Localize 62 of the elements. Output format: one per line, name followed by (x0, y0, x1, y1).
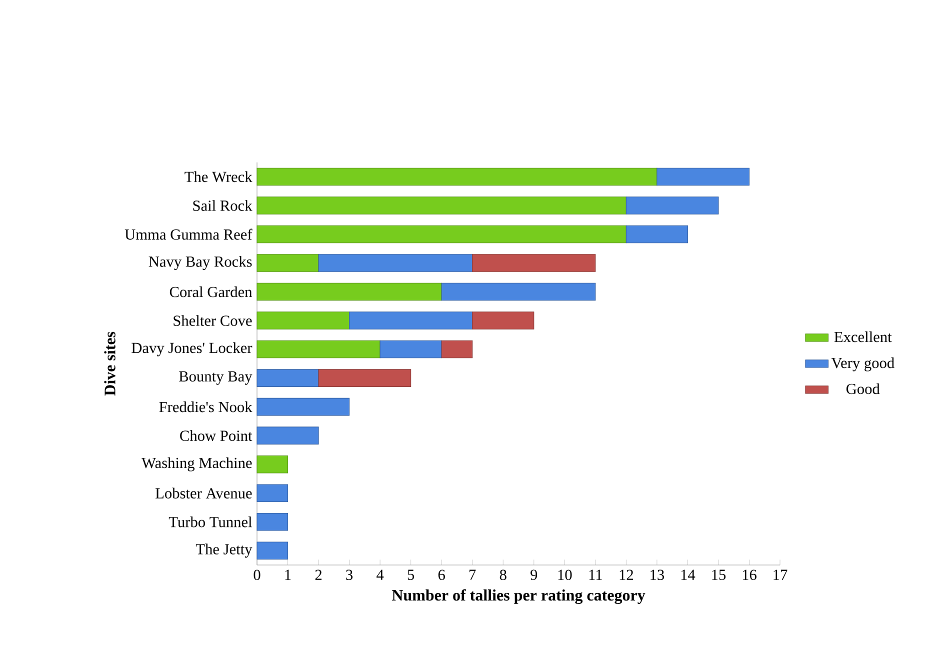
x-tick-label: 3 (346, 570, 353, 580)
legend-label: Very good (831, 357, 894, 372)
bar (626, 196, 719, 214)
bar (256, 168, 658, 186)
bar (256, 254, 319, 272)
y-tick-label: Coral Garden (170, 286, 252, 298)
y-axis-title: Dive sites (104, 332, 116, 396)
bar (256, 398, 350, 416)
y-tick-label: Washing Machine (142, 457, 252, 472)
y-tick-label: Navy Bay Rocks (148, 256, 252, 270)
legend-label: Good (846, 383, 880, 394)
y-tick-label: Bounty Bay (179, 371, 252, 385)
bar (256, 455, 288, 474)
x-tick-label: 14 (681, 570, 696, 580)
bar (441, 340, 473, 358)
x-tick-label: 5 (408, 570, 414, 580)
bar (256, 225, 626, 244)
y-tick-label: Shelter Cove (174, 315, 252, 326)
bar (256, 196, 626, 214)
y-tick-label: Umma Gumma Reef (124, 228, 252, 240)
y-tick-label: Turbo Tunnel (168, 516, 252, 528)
y-tick-label: The Jetty (196, 544, 252, 558)
bar (256, 512, 288, 531)
bar (256, 426, 319, 444)
x-tick-label: 16 (742, 570, 756, 580)
bar (256, 542, 288, 560)
x-tick-label: 13 (650, 570, 664, 580)
bar (318, 254, 473, 272)
x-tick-label: 11 (589, 570, 602, 580)
y-tick-label: Freddie's Nook (159, 401, 252, 412)
bar (256, 312, 350, 330)
x-tick-label: 8 (500, 570, 506, 580)
x-tick-label: 9 (530, 570, 538, 580)
bar (256, 484, 288, 502)
x-tick-label: 7 (470, 570, 476, 580)
x-tick-label: 6 (438, 570, 445, 580)
bar (626, 225, 688, 244)
bar (441, 282, 596, 301)
y-tick-label: The Wreck (184, 171, 252, 182)
x-tick-label: 0 (254, 570, 260, 580)
bar (349, 312, 473, 330)
bar (256, 369, 319, 387)
bar (656, 168, 750, 186)
x-tick-label: 10 (558, 570, 572, 580)
legend-label: Excellent (834, 331, 892, 342)
x-tick-label: 15 (712, 570, 726, 580)
x-tick-label: 12 (620, 570, 633, 580)
x-tick-label: 4 (376, 570, 384, 580)
bar (256, 282, 442, 301)
bar (380, 340, 442, 358)
bar (256, 340, 380, 358)
x-tick-label: 17 (774, 570, 788, 580)
x-axis-title: Number of tallies per rating category (392, 589, 646, 604)
bar (318, 369, 412, 387)
x-tick-label: 2 (315, 570, 322, 580)
bar (472, 312, 534, 330)
y-tick-label: Chow Point (180, 430, 252, 441)
bar (472, 254, 596, 272)
y-tick-label: Lobster Avenue (156, 488, 252, 498)
x-tick-label: 1 (285, 570, 291, 580)
y-tick-label: Davy Jones' Locker (132, 342, 252, 356)
y-tick-label: Sail Rock (193, 200, 252, 211)
